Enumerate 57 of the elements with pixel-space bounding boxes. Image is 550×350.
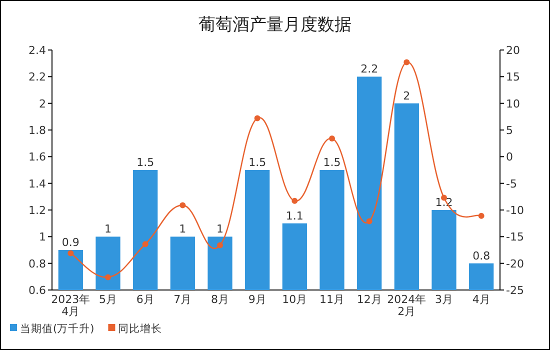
x-tick-label: 6月 (136, 293, 154, 306)
y2-tick-label: 5 (506, 124, 513, 137)
x-tick-label: 5月 (99, 293, 117, 306)
y-tick-label: 1.2 (28, 204, 46, 217)
point (478, 212, 484, 219)
data-label: 1.1 (286, 209, 304, 222)
point (366, 218, 372, 224)
y2-tick-label: -15 (506, 230, 524, 244)
point (329, 136, 335, 142)
point (68, 250, 74, 256)
x-tick-label: 9月 (248, 293, 266, 306)
x-tick-label: 10月 (282, 293, 308, 306)
y2-tick-label: -25 (506, 284, 524, 297)
y2-tick-label: -10 (506, 204, 524, 217)
y2-tick-label: -5 (506, 177, 517, 190)
data-label: 1 (179, 222, 186, 236)
point (142, 241, 148, 248)
x-tick-label: 4月 (472, 293, 490, 306)
point (217, 242, 223, 248)
data-label: 1 (216, 222, 224, 236)
point (105, 274, 111, 280)
y-tick-label: 1 (39, 230, 46, 244)
data-label: 1.5 (323, 156, 341, 169)
y2-tick-label: 20 (506, 44, 520, 57)
x-tick-label: 12月 (356, 293, 382, 306)
y-tick-label: 2 (39, 97, 46, 110)
data-label: 1.5 (136, 156, 154, 169)
y2-tick-label: -20 (506, 257, 524, 270)
point (180, 202, 186, 208)
y2-tick-label: 15 (506, 70, 520, 84)
data-label: 2 (403, 89, 410, 102)
y-tick-label: 0.6 (28, 284, 46, 297)
x-tick-label: 7月 (174, 293, 192, 306)
point (404, 59, 410, 66)
y-tick-label: 1.8 (28, 124, 46, 137)
x-tick-label: 2024年 2月 (387, 293, 426, 318)
chart-title: 葡萄酒产量月度数据 (198, 15, 352, 35)
x-tick-label: 8月 (211, 293, 229, 306)
y-tick-label: 1.6 (28, 150, 46, 164)
data-label: 2.2 (360, 62, 378, 76)
y-tick-label: 0.8 (28, 257, 46, 270)
point (292, 198, 298, 204)
data-label: 0.8 (472, 249, 490, 262)
point (254, 115, 260, 122)
data-label: 1.5 (248, 156, 266, 169)
legend-label: 当期值(万千升) (20, 322, 94, 335)
data-label: 1 (104, 222, 112, 236)
y2-tick-label: 10 (506, 97, 520, 110)
y-tick-label: 1.4 (28, 177, 46, 190)
y-tick-label: 2.2 (28, 70, 46, 84)
legend-label: 同比增长 (118, 322, 162, 335)
data-label: 0.9 (62, 236, 80, 249)
x-tick-label: 3月 (435, 293, 453, 306)
x-tick-label: 11月 (320, 293, 344, 306)
y2-tick-label: 0 (506, 150, 513, 164)
y-tick-label: 2.4 (28, 44, 46, 57)
x-tick-label: 2023年 4月 (51, 293, 90, 318)
